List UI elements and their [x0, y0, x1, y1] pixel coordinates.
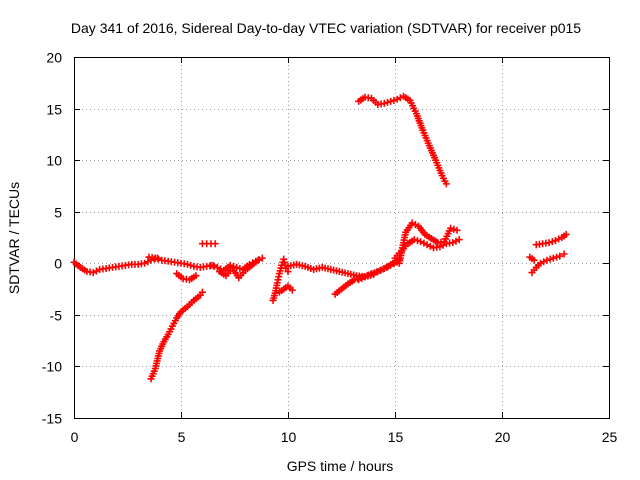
data-point-plus: [155, 255, 163, 263]
data-point-plus: [545, 239, 553, 247]
data-point-plus: [442, 180, 450, 188]
y-tick-label: 5: [54, 205, 62, 221]
data-point-plus: [390, 96, 398, 104]
data-point-plus: [450, 225, 458, 233]
x-tick-label: 5: [178, 429, 186, 445]
series-track-5-low: [173, 270, 200, 284]
x-tick-label: 0: [71, 429, 79, 445]
y-tick-label: 10: [46, 153, 62, 169]
series-track-high: [355, 92, 450, 188]
data-point-plus: [207, 261, 215, 269]
data-point-plus: [548, 238, 556, 246]
data-point-plus: [183, 260, 191, 268]
x-tick-label: 10: [281, 429, 297, 445]
y-tick-label: -5: [50, 308, 63, 324]
x-axis-label: GPS time / hours: [287, 458, 394, 474]
plot-frame: [74, 57, 610, 419]
data-point-plus: [210, 262, 218, 270]
x-tick-label: 25: [602, 429, 618, 445]
series-track-13-16: [355, 258, 401, 284]
data-point-plus: [410, 236, 418, 244]
data-point-plus: [556, 252, 564, 260]
data-point-plus: [254, 256, 262, 264]
data-point-plus: [553, 253, 561, 261]
data-point-plus: [384, 98, 392, 106]
tick-labels: 0 5 10 15 20 25 -15 -10 -5 0 5 10 15 20: [42, 50, 618, 446]
data-point-plus: [453, 226, 461, 234]
y-tick-label: -15: [42, 411, 62, 427]
chart-title: Day 341 of 2016, Sidereal Day-to-day VTE…: [71, 20, 581, 36]
data-point-plus: [543, 256, 551, 264]
data-point-plus: [371, 269, 379, 277]
y-axis-label: SDTVAR / TECUs: [6, 182, 22, 294]
series-track-15-18-b: [395, 219, 461, 267]
series-track-21-isolated: [526, 253, 538, 264]
series-track-dip-rise: [147, 288, 206, 383]
series-track-21-23-up: [532, 230, 570, 249]
series-track-main-3-6: [145, 253, 217, 271]
data-point-plus: [560, 250, 568, 258]
data-point-plus: [387, 97, 395, 105]
data-points: [70, 92, 570, 383]
data-point-plus: [447, 224, 455, 232]
x-tick-label: 15: [388, 429, 404, 445]
data-point-plus: [455, 236, 463, 244]
data-point-plus: [549, 254, 557, 262]
data-point-plus: [192, 272, 200, 280]
series-track-21-23-low: [528, 250, 568, 277]
y-tick-label: -10: [42, 359, 62, 375]
series-track-9-11: [275, 282, 296, 296]
data-point-plus: [380, 99, 388, 107]
data-point-plus: [546, 255, 554, 263]
series-track-main-0-4: [70, 254, 161, 277]
data-point-plus: [562, 230, 570, 238]
grid-lines: [74, 57, 609, 418]
series-track-9-spike: [269, 255, 292, 304]
data-point-plus: [530, 256, 538, 264]
data-point-plus: [211, 240, 219, 248]
x-tick-label: 20: [495, 429, 511, 445]
y-tick-label: 20: [46, 50, 62, 66]
data-point-plus: [413, 237, 421, 245]
data-point-plus: [367, 270, 375, 278]
data-point-plus: [258, 254, 266, 262]
y-tick-label: 15: [46, 102, 62, 118]
data-point-plus: [151, 254, 159, 262]
data-point-plus: [288, 286, 296, 294]
series-track-6-flat: [198, 240, 219, 248]
data-point-plus: [198, 288, 206, 296]
y-tick-label: 0: [54, 256, 62, 272]
series-track-7-9: [216, 256, 262, 282]
data-point-plus: [187, 261, 195, 269]
